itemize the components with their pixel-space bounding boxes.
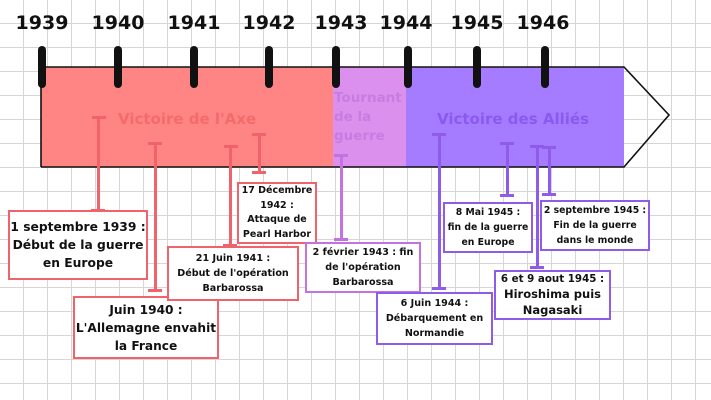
phase-label-allies: Victoire des Alliés	[437, 110, 589, 128]
year-label-1946: 1946	[516, 12, 570, 34]
event-card-1944-06-06: 6 Juin 1944 : Débarquement en Normandie	[376, 292, 493, 345]
year-tick-1945	[473, 46, 481, 88]
event-text: fin de la guerre	[447, 222, 529, 233]
year-tick-1943	[332, 46, 340, 88]
event-text: Début de l'opération	[177, 268, 289, 279]
event-text: L'Allemagne envahit	[75, 320, 217, 335]
event-date: 1 septembre 1939 :	[10, 220, 146, 234]
year-tick-1944	[404, 46, 412, 88]
event-text: Fin de la guerre	[553, 220, 637, 231]
year-label-1944: 1944	[379, 12, 433, 34]
event-text: Hiroshima puis	[503, 287, 602, 302]
year-tick-1946	[541, 46, 549, 88]
year-tick-1940	[114, 46, 122, 88]
year-tick-1942	[265, 46, 273, 88]
event-text: Débarquement en	[385, 313, 484, 324]
event-text: de l'opération	[325, 262, 401, 273]
event-date: 2 février 1943 : fin	[312, 247, 414, 258]
event-date: 8 Mai 1945 :	[455, 207, 521, 218]
event-text: Nagasaki	[522, 302, 583, 317]
event-card-1943-02-02: 2 février 1943 : fin de l'opération Barb…	[305, 242, 421, 293]
event-text: Barbarossa	[202, 283, 264, 294]
year-label-1940: 1940	[91, 12, 145, 34]
event-date: Juin 1940 :	[109, 302, 183, 317]
year-label-1942: 1942	[242, 12, 296, 34]
event-date: 2 septembre 1945 :	[543, 205, 647, 216]
event-date: 6 et 9 aout 1945 :	[500, 272, 605, 285]
year-tick-1941	[190, 46, 198, 88]
year-label-1945: 1945	[450, 12, 504, 34]
event-card-1942-12-17: 17 Décembre 1942 : Attaque de Pearl Harb…	[237, 182, 317, 244]
phase-label-turning: Tournant de la guerre	[334, 90, 402, 144]
event-text: Normandie	[404, 328, 465, 339]
event-card-1940-06: Juin 1940 : L'Allemagne envahit la Franc…	[73, 296, 219, 359]
event-date: 6 Juin 1944 :	[400, 298, 469, 309]
year-tick-1939	[38, 46, 46, 88]
event-text: en Europe	[42, 256, 114, 270]
event-date: 17 Décembre	[241, 185, 313, 196]
event-card-1941-06-21: 21 Juin 1941 : Début de l'opération Barb…	[167, 246, 299, 301]
event-card-1945-08-06: 6 et 9 aout 1945 : Hiroshima puis Nagasa…	[494, 270, 611, 320]
event-card-1939-09-01: 1 septembre 1939 : Début de la guerre en…	[8, 210, 148, 280]
event-date: 1942 :	[260, 199, 294, 211]
event-text: Barbarossa	[332, 277, 394, 288]
year-label-1943: 1943	[314, 12, 368, 34]
year-label-1939: 1939	[15, 12, 69, 34]
year-label-1941: 1941	[167, 12, 221, 34]
event-date: 21 Juin 1941 :	[195, 253, 271, 264]
event-text: Début de la guerre	[12, 238, 144, 252]
event-text: en Europe	[461, 237, 515, 248]
event-card-1945-09-02: 2 septembre 1945 : Fin de la guerre dans…	[540, 200, 650, 251]
event-text: Attaque de	[247, 214, 307, 225]
event-text: dans le monde	[556, 235, 634, 246]
event-text: Pearl Harbor	[242, 228, 312, 240]
phase-label-axis: Victoire de l'Axe	[118, 110, 257, 128]
event-card-1945-05-08: 8 Mai 1945 : fin de la guerre en Europe	[443, 202, 533, 253]
event-text: la France	[114, 338, 178, 353]
